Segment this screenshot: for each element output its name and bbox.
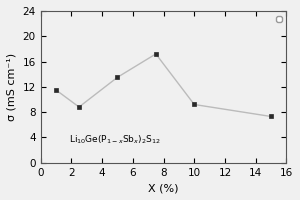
X-axis label: X (%): X (%) [148, 183, 179, 193]
Y-axis label: σ (mS cm⁻¹): σ (mS cm⁻¹) [7, 53, 17, 121]
Text: Li$_{10}$Ge(P$_{1-x}$Sb$_x$)$_2$S$_{12}$: Li$_{10}$Ge(P$_{1-x}$Sb$_x$)$_2$S$_{12}$ [68, 134, 160, 146]
Legend:  [276, 16, 282, 22]
